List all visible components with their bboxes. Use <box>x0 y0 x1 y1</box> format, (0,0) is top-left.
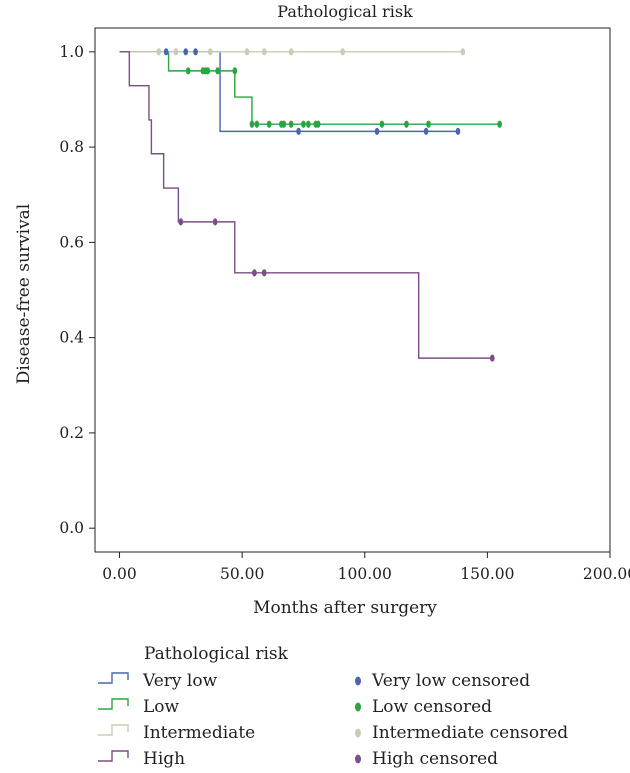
censored-marker-low <box>497 120 502 128</box>
censored-marker-very-low <box>163 48 169 56</box>
censored-marker-intermediate <box>156 48 162 56</box>
x-tick-label: 150.00 <box>460 565 514 583</box>
censored-marker-very-low <box>296 127 301 135</box>
censored-marker-low <box>281 120 287 128</box>
legend-swatch-very-low <box>98 672 129 684</box>
y-tick-label: 0.8 <box>59 138 84 156</box>
legend-marker-low <box>355 702 361 712</box>
legend-swatch-intermediate <box>98 724 129 736</box>
censored-marker-low <box>249 120 255 128</box>
y-tick-label: 1.0 <box>59 43 84 61</box>
legend-label-low-censored: Low censored <box>372 697 492 717</box>
y-axis: 0.0 0.2 0.4 0.6 0.8 1.0 <box>59 43 95 537</box>
legend-label-intermediate: Intermediate <box>143 723 255 743</box>
x-tick-label: 50.00 <box>220 565 264 583</box>
x-axis: 0.00 50.00 100.00 150.00 200.00 <box>102 552 630 583</box>
censored-markers <box>156 48 502 362</box>
censored-marker-intermediate <box>261 48 267 56</box>
curve-very-low <box>119 51 458 133</box>
censored-marker-low <box>205 67 211 75</box>
y-tick-label: 0.2 <box>59 424 84 442</box>
legend-swatch-low <box>98 698 129 710</box>
legend: Very low Very low censored Low Low censored… <box>98 671 568 769</box>
legend-marker-high <box>355 754 361 764</box>
censored-marker-intermediate <box>244 48 250 56</box>
censored-marker-low <box>254 120 260 128</box>
plot-frame <box>94 27 611 553</box>
curve-high <box>119 51 493 359</box>
censored-marker-low <box>306 120 311 128</box>
censored-marker-very-low <box>423 127 429 135</box>
censored-marker-low <box>215 67 220 75</box>
censored-marker-very-low <box>183 48 189 56</box>
censored-marker-low <box>301 120 306 128</box>
x-tick-label: 100.00 <box>338 565 392 583</box>
censored-marker-low <box>288 120 294 128</box>
survival-curves <box>119 51 500 359</box>
x-axis-label: Months after surgery <box>253 598 437 618</box>
y-tick-label: 0.4 <box>59 329 84 347</box>
legend-label-intermediate-censored: Intermediate censored <box>372 723 568 743</box>
censored-marker-high <box>212 218 218 226</box>
censored-marker-very-low <box>193 48 198 56</box>
x-tick-label: 200.00 <box>583 565 630 583</box>
censored-marker-high <box>261 269 267 277</box>
legend-swatch-high <box>98 750 129 762</box>
censored-marker-low <box>232 67 238 75</box>
legend-title: Pathological risk <box>144 644 289 664</box>
legend-marker-very-low <box>355 676 361 686</box>
x-tick-label: 0.00 <box>102 565 137 583</box>
censored-marker-very-low <box>374 127 380 135</box>
censored-marker-low <box>426 120 431 128</box>
legend-label-high: High <box>143 749 185 769</box>
curve-low <box>119 51 500 125</box>
censored-marker-low <box>266 120 272 128</box>
y-tick-label: 0.0 <box>59 519 84 537</box>
legend-label-very-low: Very low <box>142 671 218 691</box>
legend-marker-intermediate <box>355 728 361 738</box>
legend-label-high-censored: High censored <box>372 749 498 769</box>
censored-marker-high <box>489 354 495 362</box>
censored-marker-low <box>404 120 409 128</box>
legend-label-low: Low <box>143 697 180 717</box>
chart-title: Pathological risk <box>277 2 413 21</box>
censored-marker-low <box>185 67 191 75</box>
censored-marker-high <box>252 269 257 277</box>
censored-marker-intermediate <box>173 48 179 56</box>
censored-marker-intermediate <box>460 48 466 56</box>
y-axis-label: Disease-free survival <box>14 204 34 384</box>
censored-marker-intermediate <box>288 48 294 56</box>
legend-label-very-low-censored: Very low censored <box>371 671 530 691</box>
censored-marker-intermediate <box>340 48 345 56</box>
censored-marker-low <box>379 120 385 128</box>
censored-marker-very-low <box>455 127 461 135</box>
y-tick-label: 0.6 <box>59 233 84 251</box>
censored-marker-intermediate <box>207 48 213 56</box>
censored-marker-high <box>178 218 184 226</box>
censored-marker-low <box>315 120 321 128</box>
